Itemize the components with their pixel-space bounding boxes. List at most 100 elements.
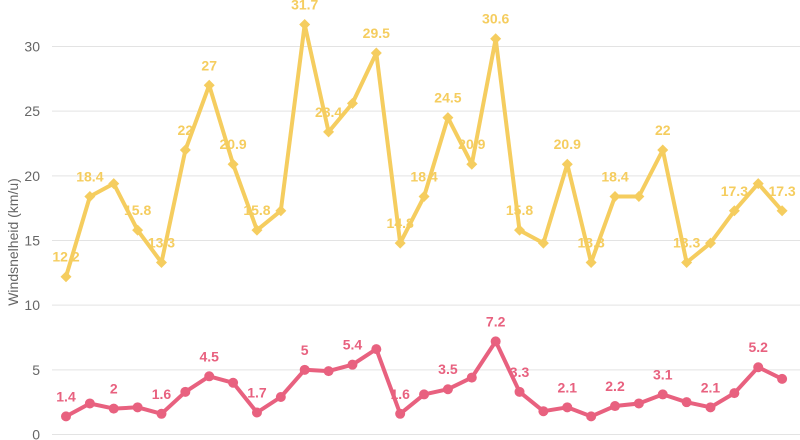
- data-label: 5.2: [748, 339, 768, 355]
- data-label: 23.4: [315, 104, 342, 120]
- data-point[interactable]: [562, 402, 573, 413]
- y-tick-label: 10: [24, 297, 40, 313]
- data-point[interactable]: [203, 79, 215, 91]
- data-point[interactable]: [204, 371, 215, 382]
- data-point[interactable]: [704, 237, 716, 249]
- data-point[interactable]: [395, 408, 406, 419]
- data-point[interactable]: [346, 97, 358, 109]
- data-point[interactable]: [752, 178, 764, 190]
- data-point[interactable]: [299, 364, 310, 375]
- data-label: 1.6: [390, 386, 410, 402]
- data-label: 20.9: [458, 136, 485, 152]
- data-point[interactable]: [466, 372, 477, 383]
- data-point[interactable]: [155, 256, 167, 268]
- data-label: 15.8: [124, 202, 151, 218]
- data-point[interactable]: [299, 19, 311, 31]
- data-label: 13.3: [148, 234, 175, 250]
- data-point[interactable]: [347, 359, 358, 370]
- data-point[interactable]: [84, 398, 95, 409]
- data-point[interactable]: [251, 224, 263, 236]
- data-label: 17.3: [721, 183, 748, 199]
- data-label: 15.8: [243, 202, 270, 218]
- data-point[interactable]: [729, 388, 740, 399]
- data-point[interactable]: [490, 336, 501, 347]
- data-point[interactable]: [585, 256, 597, 268]
- data-label: 1.4: [56, 388, 76, 404]
- data-point[interactable]: [60, 271, 72, 283]
- data-label: 29.5: [363, 25, 390, 41]
- data-point[interactable]: [538, 406, 549, 417]
- data-label: 15.8: [506, 202, 533, 218]
- y-tick-label: 25: [24, 103, 40, 119]
- data-label: 2.2: [605, 378, 625, 394]
- data-label: 22: [655, 122, 671, 138]
- data-labels: 12.2 18.4 15.8 13.3 22 27 20.9 15.8 31.7 23.4 29.5…: [52, 0, 796, 404]
- data-point[interactable]: [657, 389, 668, 400]
- data-label: 5.4: [343, 337, 363, 353]
- data-point[interactable]: [681, 397, 692, 408]
- data-point[interactable]: [156, 408, 167, 419]
- data-point[interactable]: [586, 411, 597, 422]
- data-point[interactable]: [251, 407, 262, 418]
- data-label: 3.5: [438, 361, 458, 377]
- data-point[interactable]: [561, 158, 573, 170]
- data-label: 13.3: [578, 234, 605, 250]
- data-point[interactable]: [537, 237, 549, 249]
- data-point[interactable]: [681, 256, 693, 268]
- data-point[interactable]: [371, 344, 382, 355]
- data-point[interactable]: [108, 403, 119, 414]
- y-tick-label: 0: [32, 427, 40, 440]
- data-point[interactable]: [442, 112, 454, 124]
- data-point[interactable]: [370, 47, 382, 59]
- data-label: 31.7: [291, 0, 318, 13]
- data-point[interactable]: [323, 366, 334, 377]
- data-label: 20.9: [554, 136, 581, 152]
- y-tick-label: 15: [24, 233, 40, 249]
- data-label: 27: [201, 57, 217, 73]
- data-point[interactable]: [610, 401, 621, 412]
- data-point[interactable]: [609, 191, 621, 203]
- data-point[interactable]: [275, 391, 286, 402]
- data-point[interactable]: [394, 237, 406, 249]
- data-point[interactable]: [227, 158, 239, 170]
- data-label: 2.1: [558, 379, 578, 395]
- data-point[interactable]: [490, 33, 502, 45]
- data-point[interactable]: [514, 224, 526, 236]
- data-label: 17.3: [768, 183, 795, 199]
- data-point[interactable]: [705, 402, 716, 413]
- y-tick-label: 30: [24, 39, 40, 55]
- data-point[interactable]: [442, 384, 453, 395]
- data-point[interactable]: [228, 377, 239, 388]
- data-point[interactable]: [466, 158, 478, 170]
- data-point[interactable]: [728, 205, 740, 217]
- data-label: 18.4: [601, 169, 628, 185]
- data-point[interactable]: [61, 411, 71, 422]
- data-label: 7.2: [486, 313, 506, 329]
- series-2: [61, 336, 788, 422]
- data-point[interactable]: [633, 191, 645, 203]
- data-point[interactable]: [419, 389, 430, 400]
- data-point[interactable]: [180, 386, 191, 397]
- data-point[interactable]: [777, 373, 788, 384]
- data-point[interactable]: [418, 191, 430, 203]
- y-axis-title: Windsnelheid (km/u): [5, 178, 21, 306]
- data-point[interactable]: [776, 205, 788, 217]
- data-point[interactable]: [514, 386, 525, 397]
- data-point[interactable]: [179, 144, 191, 156]
- data-point[interactable]: [132, 402, 143, 413]
- data-point[interactable]: [657, 144, 669, 156]
- data-point[interactable]: [753, 362, 764, 373]
- data-point[interactable]: [84, 191, 96, 203]
- data-label: 3.1: [653, 366, 673, 382]
- data-point[interactable]: [275, 205, 287, 217]
- series-1: [60, 19, 788, 283]
- data-point[interactable]: [132, 224, 144, 236]
- series-group: [60, 19, 788, 422]
- series-line: [64, 339, 785, 419]
- data-point[interactable]: [633, 398, 644, 409]
- data-point[interactable]: [108, 178, 120, 190]
- data-point[interactable]: [323, 126, 335, 138]
- data-label: 3.3: [510, 364, 530, 380]
- gridlines: [52, 46, 800, 435]
